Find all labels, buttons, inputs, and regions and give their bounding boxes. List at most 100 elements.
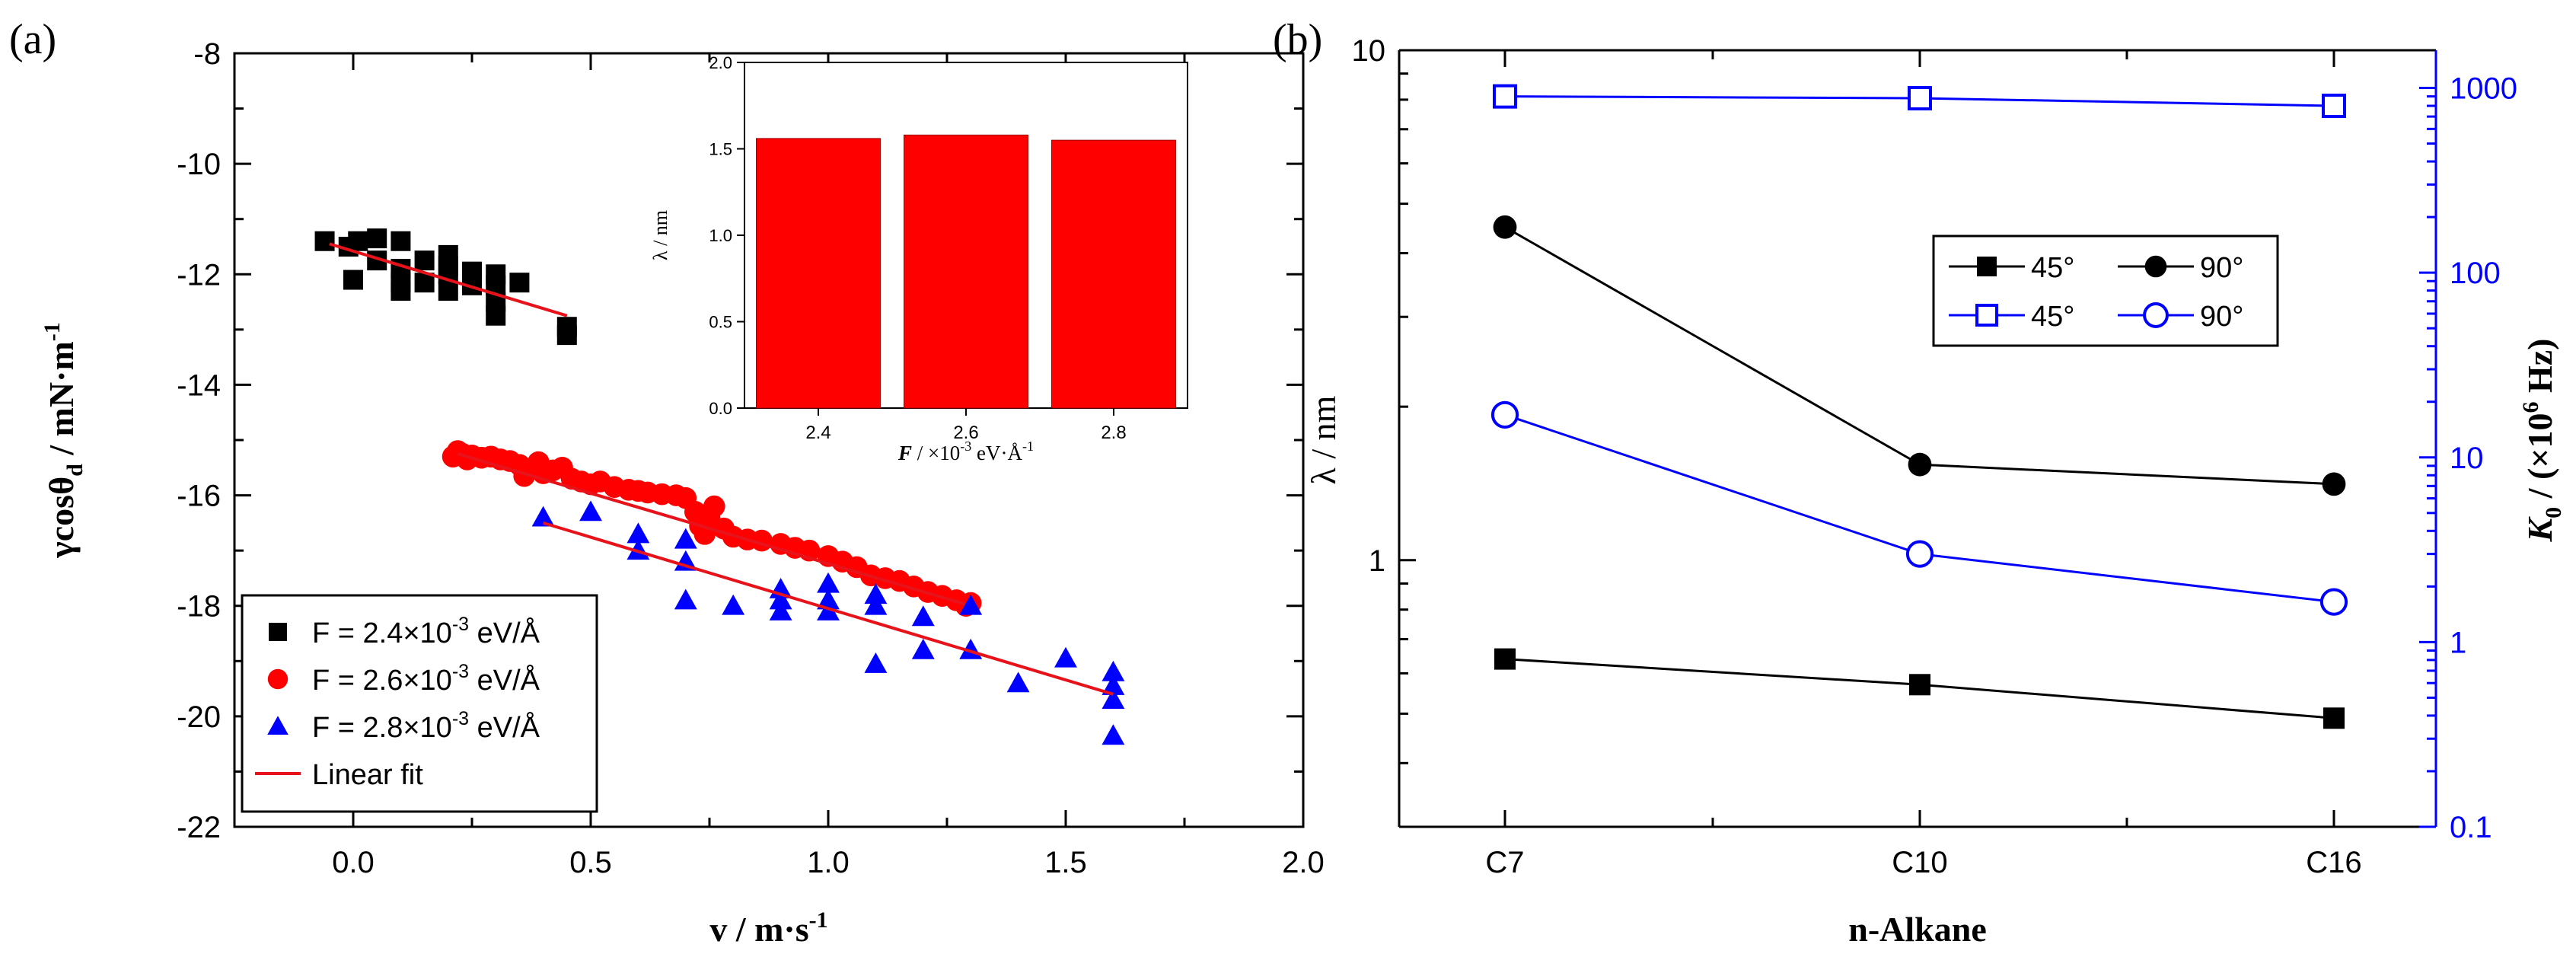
open-circle-point (1905, 540, 1934, 568)
open-square-point (2322, 94, 2346, 119)
triangle-point (959, 594, 983, 615)
right-y-axis-title-mid: / (×10 (2520, 413, 2559, 507)
triangle-point (817, 589, 840, 610)
legend-b: 45° 90° 45° 90° (1932, 234, 2279, 347)
legend-a-label: F = 2.8×10-3 eV/Å (312, 708, 540, 744)
x-tick-label: 2.0 (1282, 846, 1325, 879)
circle-point (703, 495, 725, 518)
y-tick-label: -16 (177, 480, 221, 513)
legend-a-label-sup: -3 (452, 614, 469, 635)
triangle-point (864, 652, 888, 673)
square-point (509, 273, 530, 293)
legend-a-label-sup: -3 (452, 661, 469, 682)
triangle-point (626, 522, 650, 544)
square-point (391, 281, 411, 301)
filled-square-point (2323, 707, 2345, 729)
x-axis-title-sup: -1 (809, 908, 828, 933)
triangle-point (722, 594, 745, 615)
triangle-point (1101, 674, 1125, 695)
filled-square-point (1494, 648, 1516, 670)
legend-open-circle-sample (2143, 302, 2169, 328)
x-tick-label: 0.5 (569, 846, 612, 879)
square-point (556, 325, 577, 346)
left-y-axis-title: λ / nm (1304, 395, 1343, 484)
linear-fit-line (543, 521, 1114, 696)
inset-x-axis-title-italic: F (897, 442, 912, 464)
square-point (343, 270, 363, 290)
y-tick-label: -10 (177, 148, 221, 181)
legend-a-label-post: eV/Å (469, 663, 540, 697)
right-y-tick-label: 1000 (2450, 72, 2517, 106)
inset-x-tick-label: 2.8 (1101, 423, 1126, 443)
open-circle-point (1490, 400, 1519, 429)
inset-y-tick-label: 1.5 (709, 140, 732, 159)
legend-a-label-post: eV/Å (469, 616, 540, 649)
inset-x-axis-title-sup2: -1 (1022, 439, 1034, 454)
triangle-point (674, 528, 697, 549)
y-tick-label: -14 (177, 368, 221, 402)
inset-y-axis-title: λ / nm (649, 210, 671, 260)
right-y-axis-title-tail: Hz) (2520, 338, 2559, 401)
linear-fit-line (329, 242, 568, 317)
legend-a: F = 2.4×10-3 eV/ÅF = 2.6×10-3 eV/ÅF = 2.… (241, 594, 598, 813)
triangle-point (1054, 646, 1077, 668)
triangle-point (1101, 724, 1125, 745)
inset-bar (904, 134, 1028, 409)
inset-y-tick-label: 1.0 (709, 226, 732, 245)
triangle-point (1101, 660, 1125, 681)
right-y-axis-title-sup: 6 (2518, 402, 2543, 413)
legend-filled-circle-sample (2144, 255, 2167, 278)
right-y-tick-label: 100 (2450, 257, 2501, 290)
legend-a-label: Linear fit (312, 759, 423, 791)
legend-triangle-sample (267, 716, 289, 735)
x-tick-label: C10 (1892, 846, 1947, 879)
inset-x-axis-title-mid: / ×10 (912, 442, 960, 464)
inset-y-tick-label: 0.0 (709, 399, 732, 418)
y-axis-title-tail: / mN·m (42, 341, 81, 464)
legend-a-label-pre: F = 2.4×10 (312, 617, 452, 649)
inset-x-axis-title-tail: eV·Å (971, 442, 1022, 464)
legend-a-label-pre: Linear fit (312, 759, 423, 791)
triangle-point (817, 572, 840, 593)
x-axis-title: v / m·s-1 (709, 908, 827, 949)
x-tick-label: C7 (1485, 846, 1524, 879)
legend-a-label: F = 2.6×10-3 eV/Å (312, 661, 540, 697)
square-point (486, 305, 506, 326)
x-tick-label: 1.0 (807, 846, 850, 879)
y-axis-title: γcosθd / mN·m-1 (40, 322, 88, 559)
x-axis-title-text: v / m·s (709, 910, 808, 949)
triangle-point (911, 605, 935, 627)
triangle-point (911, 638, 935, 659)
square-point (391, 231, 411, 251)
open-square-point (1493, 84, 1517, 109)
inset-x-tick-label: 2.6 (953, 423, 978, 443)
square-point (348, 231, 368, 251)
inset-x-tick-label: 2.4 (805, 423, 831, 443)
legend-b-box (1932, 234, 2279, 347)
square-point (314, 231, 335, 251)
inset-y-tick-label: 2.0 (709, 53, 732, 72)
x-tick-label: 0.0 (332, 846, 375, 879)
series-line-open-circle (1504, 413, 2335, 604)
triangle-point (579, 500, 602, 522)
legend-filled-square-sample (1977, 257, 1997, 276)
legend-a-label-sup: -3 (452, 708, 469, 729)
y-axis-title-sub: d (62, 464, 88, 477)
right-y-axis-title: K0 / (×106 Hz) (2518, 338, 2566, 542)
inset-bar (756, 138, 881, 409)
panel-b: (b) C7 C10 C16 1 10 0.1 1 10 100 1000 n-Alkane λ / n… (1273, 16, 2566, 949)
triangle-point (864, 583, 888, 605)
legend-b-label: 45° (2031, 252, 2074, 284)
triangle-point (531, 506, 555, 527)
legend-open-square-sample (1975, 304, 1998, 327)
panel-a-label: (a) (9, 16, 56, 63)
left-y-tick-label: 10 (1352, 34, 1386, 68)
x-tick-label: C16 (2306, 846, 2361, 879)
legend-a-label-post: eV/Å (469, 710, 540, 744)
filled-circle-point (1493, 215, 1517, 239)
y-tick-label: -8 (193, 37, 221, 71)
right-y-tick-label: 0.1 (2450, 811, 2492, 844)
series-square (314, 228, 577, 346)
inset: 2.4 2.6 2.8 0.0 0.5 1.0 1.5 2.0 λ / nm F / ×10-3 … (649, 53, 1188, 464)
